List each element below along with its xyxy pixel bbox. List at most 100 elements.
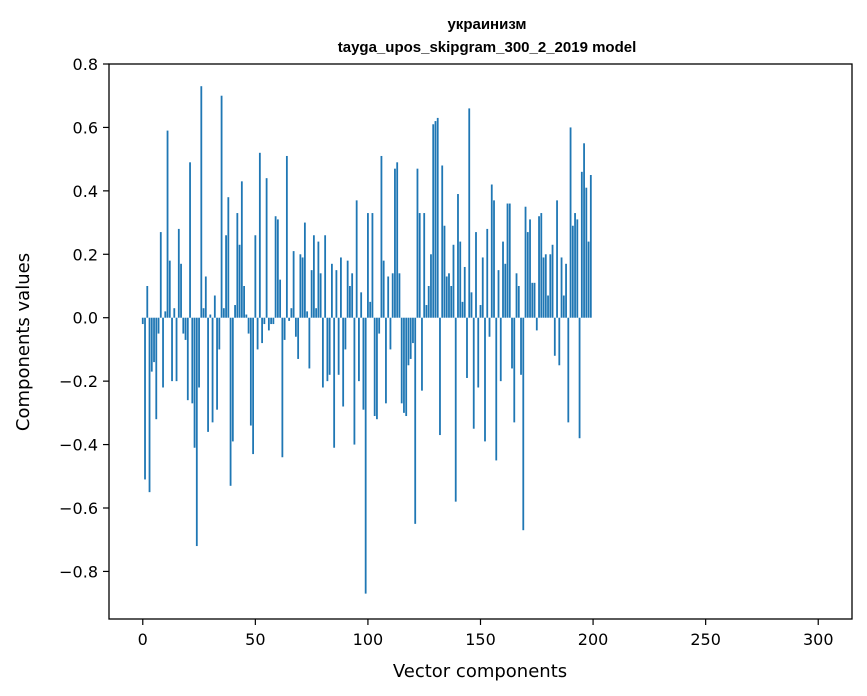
- bar-5: [153, 317, 155, 363]
- bar-134: [443, 225, 446, 318]
- bar-83: [328, 317, 331, 375]
- bar-163: [508, 203, 511, 318]
- bar-29: [207, 317, 209, 432]
- y-tick-label: 0.2: [73, 245, 98, 264]
- bar-22: [191, 317, 194, 404]
- bar-28: [204, 276, 207, 318]
- y-tick-label: 0.6: [73, 118, 98, 137]
- bar-160: [502, 241, 504, 318]
- bar-36: [222, 308, 225, 318]
- bar-104: [376, 317, 378, 420]
- bar-90: [344, 317, 347, 350]
- bar-7: [157, 317, 160, 334]
- bar-167: [517, 286, 520, 318]
- bar-168: [520, 317, 522, 375]
- x-tick-label: 250: [690, 630, 721, 649]
- bar-9: [162, 317, 164, 388]
- x-tick-label: 0: [138, 630, 148, 649]
- bar-100: [367, 213, 369, 318]
- bar-73: [306, 311, 309, 318]
- bar-79: [319, 273, 322, 318]
- bar-180: [547, 295, 549, 318]
- bar-0: [141, 317, 144, 325]
- bar-152: [484, 317, 486, 442]
- plot-frame: [108, 63, 853, 620]
- bar-3: [148, 317, 151, 493]
- bar-190: [569, 127, 572, 318]
- bar-141: [459, 241, 462, 318]
- bar-170: [524, 206, 527, 318]
- bar-98: [362, 317, 365, 410]
- bar-146: [470, 292, 473, 318]
- bar-80: [321, 317, 324, 388]
- bar-143: [463, 266, 466, 318]
- bar-series: [141, 86, 592, 594]
- bar-37: [225, 235, 227, 318]
- bar-199: [589, 175, 592, 318]
- bar-84: [331, 263, 333, 318]
- bar-32: [213, 295, 216, 318]
- bar-174: [533, 282, 536, 318]
- bar-161: [504, 263, 507, 318]
- bar-197: [585, 187, 588, 318]
- bar-148: [475, 232, 477, 318]
- bar-87: [337, 317, 340, 375]
- bar-58: [272, 317, 275, 325]
- y-tick-label: 0.4: [73, 182, 98, 201]
- bar-35: [220, 95, 223, 318]
- bar-158: [497, 270, 500, 318]
- bar-99: [364, 317, 367, 594]
- bar-165: [513, 317, 516, 423]
- bar-138: [452, 244, 455, 318]
- bar-1: [144, 317, 146, 480]
- bar-45: [243, 286, 245, 318]
- bar-72: [303, 222, 306, 318]
- bar-38: [227, 197, 230, 318]
- bar-46: [245, 314, 248, 318]
- bar-25: [198, 317, 200, 388]
- bar-34: [218, 317, 221, 350]
- bar-112: [394, 168, 396, 318]
- x-tick-label: 150: [465, 630, 496, 649]
- bar-193: [576, 219, 579, 318]
- bar-173: [531, 282, 534, 318]
- bar-50: [254, 235, 257, 318]
- bar-93: [351, 273, 354, 318]
- bar-196: [583, 143, 585, 318]
- bar-195: [580, 171, 583, 318]
- y-tick-label: −0.4: [59, 436, 98, 455]
- bar-117: [405, 317, 408, 417]
- bar-77: [315, 308, 318, 318]
- bar-124: [421, 317, 423, 391]
- bar-71: [301, 257, 304, 318]
- x-axis-ticks: 0 50 100 150 200 250 300: [138, 619, 834, 649]
- bar-129: [432, 124, 435, 318]
- x-tick-label: 200: [578, 630, 609, 649]
- bar-121: [414, 317, 417, 524]
- bar-8: [159, 232, 162, 318]
- bar-122: [416, 168, 419, 318]
- chart-title: украинизм: [447, 16, 526, 33]
- bar-21: [189, 162, 191, 318]
- bar-157: [495, 317, 498, 461]
- bar-81: [324, 235, 327, 318]
- bar-52: [258, 152, 261, 318]
- bar-69: [297, 317, 300, 359]
- bar-51: [256, 317, 259, 350]
- bar-96: [358, 317, 360, 382]
- bar-183: [553, 317, 556, 356]
- bar-67: [292, 251, 295, 318]
- bar-59: [274, 216, 277, 318]
- bar-164: [511, 317, 513, 369]
- bar-159: [499, 317, 502, 382]
- bar-56: [267, 317, 270, 331]
- bar-103: [373, 317, 376, 417]
- bar-23: [193, 317, 196, 448]
- bar-118: [407, 317, 410, 366]
- bar-189: [567, 317, 570, 423]
- bar-115: [400, 317, 403, 404]
- bar-60: [276, 219, 279, 318]
- bar-176: [538, 216, 540, 318]
- bar-135: [445, 276, 448, 318]
- bar-128: [430, 254, 432, 318]
